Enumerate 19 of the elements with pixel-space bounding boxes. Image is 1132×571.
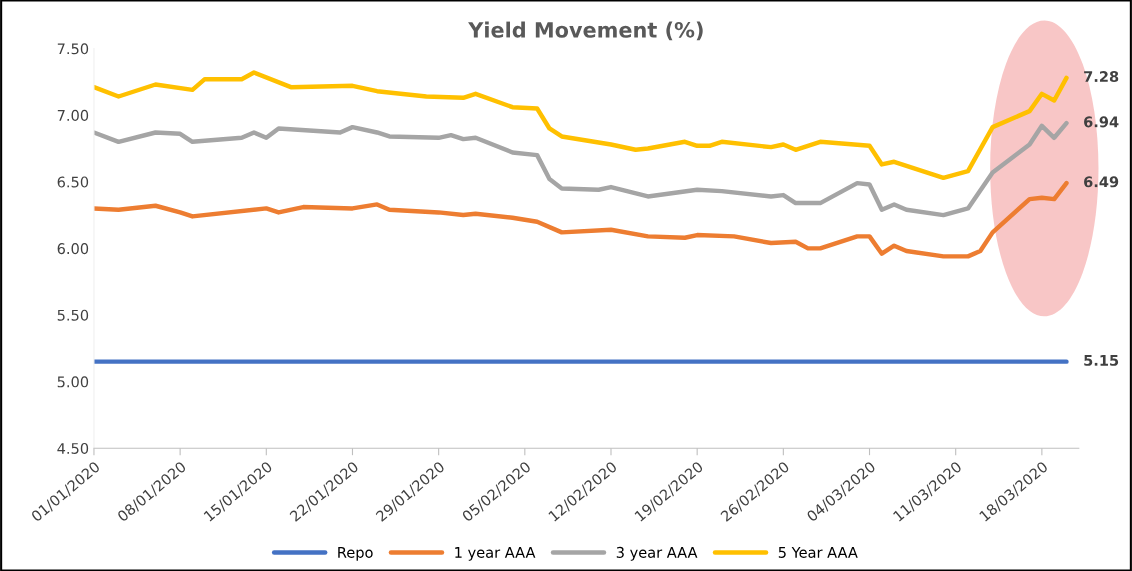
line-series — [93, 180, 1069, 259]
annotation: 7.28 — [1084, 71, 1119, 83]
annotation: 6.94 — [1084, 116, 1119, 128]
y-tick-label: 4.50 — [57, 442, 89, 454]
y-tick-label: 5.50 — [57, 309, 89, 321]
line-series — [93, 70, 1069, 180]
y-tick-label: 5.00 — [57, 376, 89, 388]
annotation: 6.49 — [1084, 176, 1119, 188]
y-tick-label: 7.50 — [57, 43, 89, 55]
y-tick-label: 6.00 — [57, 243, 89, 255]
legend-label: 1 year AAA — [455, 547, 536, 561]
legend-label: 5 Year AAA — [778, 547, 858, 558]
y-tick-label: 7.00 — [57, 109, 89, 121]
chart-title: Yield Movement (%) — [468, 21, 703, 41]
legend-label: Repo — [338, 547, 373, 561]
annotation: 5.15 — [1084, 355, 1119, 366]
line-series — [93, 120, 1069, 218]
legend-label: 3 year AAA — [616, 546, 698, 561]
y-tick-label: 6.50 — [57, 176, 89, 188]
